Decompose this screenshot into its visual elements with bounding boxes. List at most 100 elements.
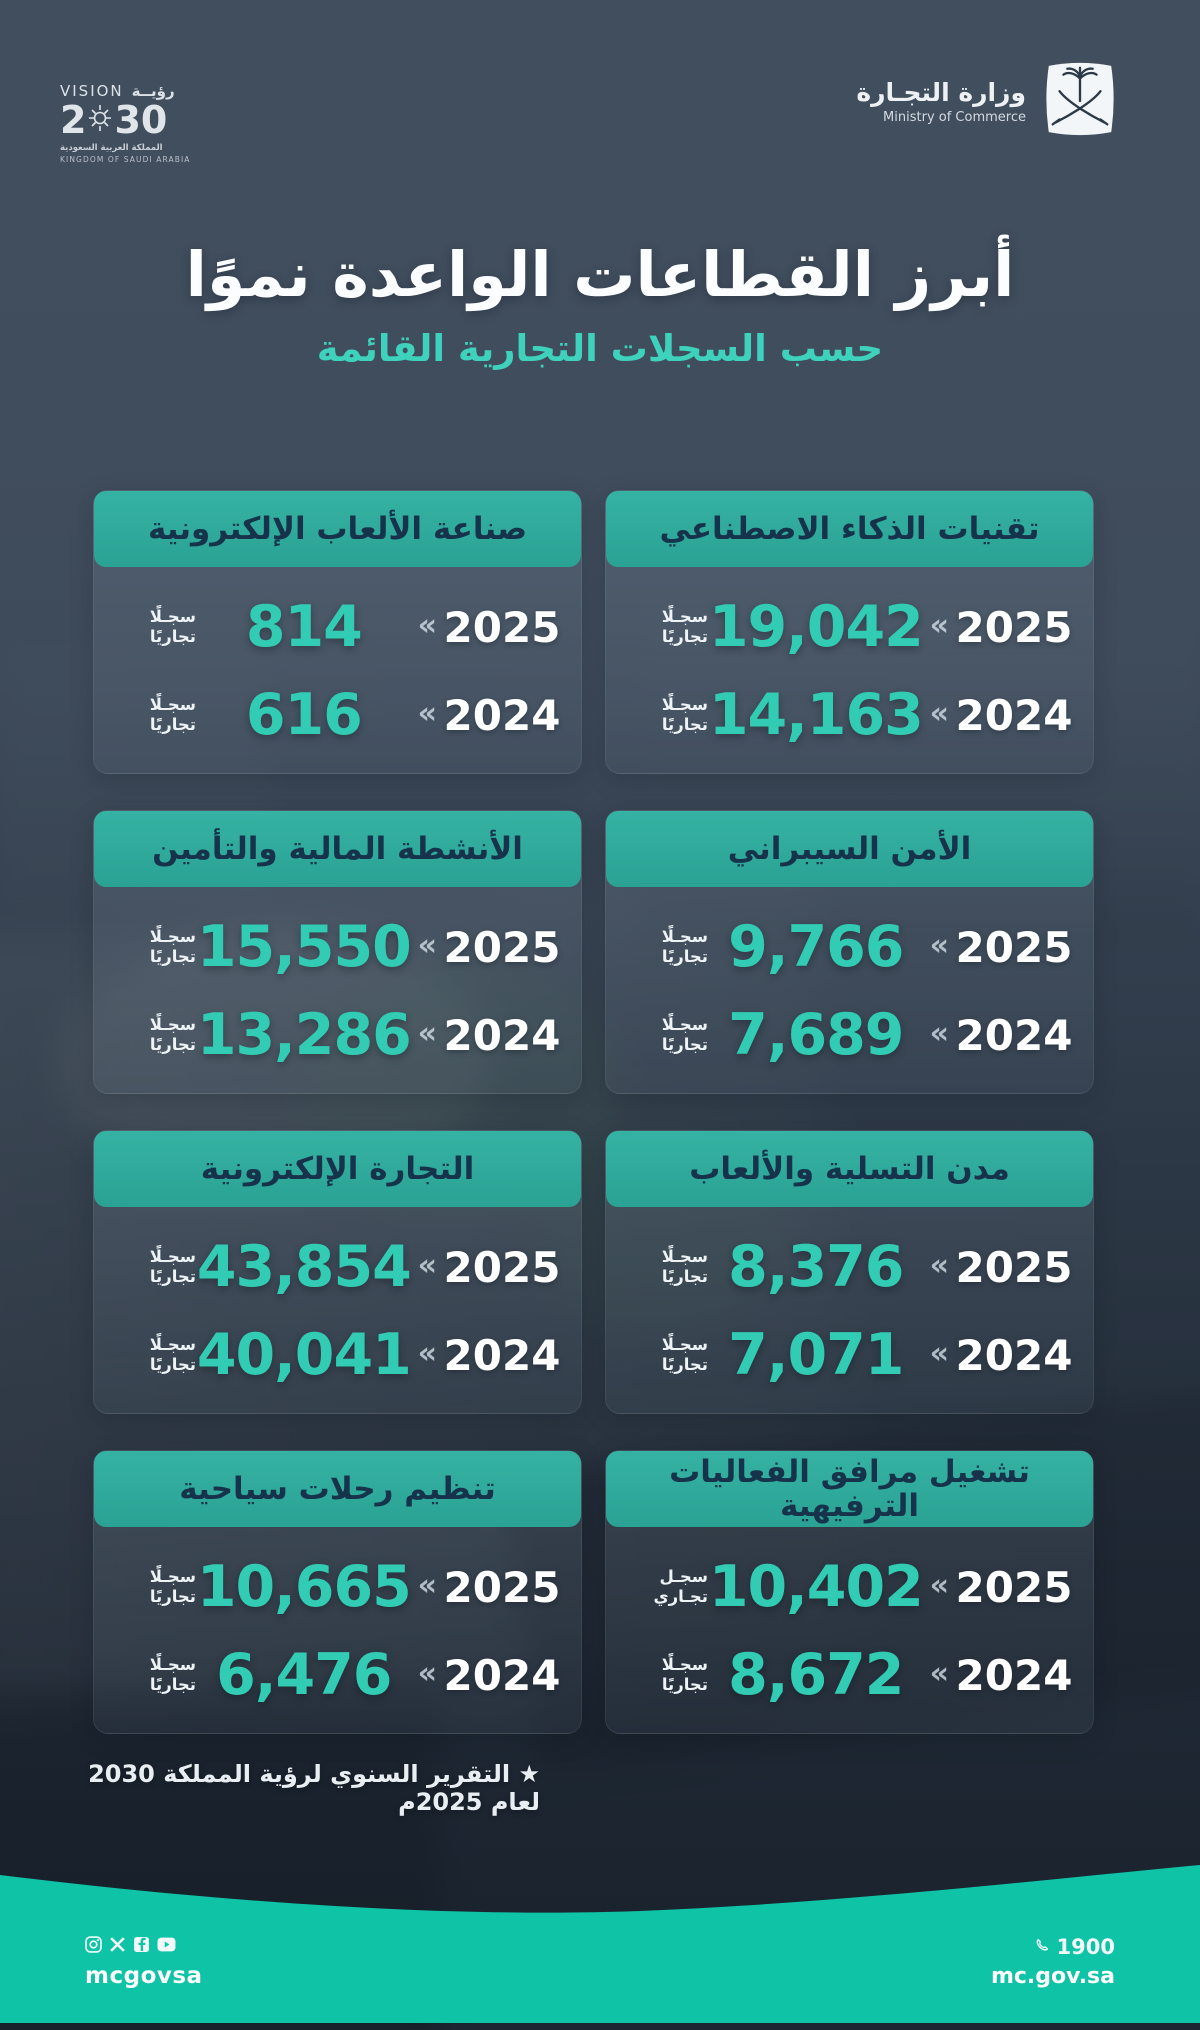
registrations-unit: سجـلًا تجاريًا <box>626 607 708 647</box>
chevrons-icon: « <box>417 1655 437 1691</box>
vision-kingdom-en: KINGDOM OF SAUDI ARABIA <box>60 155 191 164</box>
source-footnote: ★ التقرير السنوي لرؤية المملكة 2030 لعام… <box>88 1760 540 1816</box>
sector-card: تشغيل مرافق الفعاليات الترفيهية 2025 «10,… <box>605 1450 1094 1734</box>
registrations-value: 6,476 <box>216 1642 392 1708</box>
vision-2030-logo: VISION رؤيــة 2 30 المملكة العربية السعو… <box>60 82 210 164</box>
year-label: 2024 <box>955 1650 1073 1700</box>
unit-line-2: تجاريًا <box>661 1267 708 1286</box>
sector-card: التجارة الإلكترونية 2025 «43,854 سجـلًا تجا… <box>93 1130 582 1414</box>
unit-line-2: تجاريًا <box>149 1355 196 1374</box>
phone-icon <box>1034 1935 1050 1959</box>
unit-line-1: سجـلًا <box>149 1247 196 1267</box>
year-label: 2024 <box>955 1010 1073 1060</box>
chevrons-icon: « <box>929 1335 949 1371</box>
sector-title: الأمن السيبراني <box>727 830 972 867</box>
registrations-unit: سجـلًا تجاريًا <box>114 1015 196 1055</box>
sector-title: مدن التسلية والألعاب <box>689 1150 1010 1187</box>
chevrons-icon: « <box>417 1247 437 1283</box>
year-label: 2024 <box>443 1330 561 1380</box>
unit-line-2: تجاريًا <box>149 1267 196 1286</box>
unit-line-2: تجاريًا <box>661 627 708 646</box>
registrations-value: 15,550 <box>196 914 412 980</box>
year-label: 2025 <box>443 1562 561 1612</box>
sector-cards-grid: تقنيات الذكاء الاصطناعي 2025 «19,042 سجـلً… <box>93 490 1094 1734</box>
unit-line-1: سجـلًا <box>149 1567 196 1587</box>
sector-title: تقنيات الذكاء الاصطناعي <box>659 510 1040 547</box>
chevrons-icon: « <box>929 1655 949 1691</box>
unit-line-1: سجـلًا <box>661 1247 708 1267</box>
ministry-name-en: Ministry of Commerce <box>883 109 1026 125</box>
ministry-logo: وزارة التجـارة Ministry of Commerce <box>856 60 1122 142</box>
sector-title: تشغيل مرافق الفعاليات الترفيهية <box>669 1453 1030 1524</box>
sector-card-header: مدن التسلية والألعاب <box>606 1131 1093 1207</box>
year-stat-row: 2025 « 9,766 سجـلًا تجاريًا <box>626 903 1073 991</box>
unit-line-2: تجاريًا <box>149 627 196 646</box>
registrations-unit: سجـلًا تجاريًا <box>626 927 708 967</box>
registrations-value: 616 <box>245 682 363 748</box>
unit-line-2: تجاريًا <box>661 1355 708 1374</box>
registrations-unit: سجـلًا تجاريًا <box>626 1015 708 1055</box>
sector-card-body: 2025 «9,766 سجـلًا تجاريًا 2024 «7,689 سجـلًا ت… <box>606 887 1093 1079</box>
sector-title: الأنشطة المالية والتأمين <box>152 830 523 867</box>
registrations-value: 7,689 <box>728 1002 904 1068</box>
vision-year-prefix: 2 <box>60 98 87 142</box>
registrations-unit: سجـلًا تجاريًا <box>626 1335 708 1375</box>
year-label: 2025 <box>443 602 561 652</box>
social-handle: mcgovsa <box>85 1963 203 1989</box>
year-stat-row: 2024 « 616 سجـلًا تجاريًا <box>114 671 561 759</box>
registrations-unit: سجـلًا تجاريًا <box>114 695 196 735</box>
unit-line-2: تجاريًا <box>661 947 708 966</box>
unit-line-2: تجاريًا <box>149 1035 196 1054</box>
registrations-unit: سجـلًا تجاريًا <box>114 1335 196 1375</box>
registrations-unit: سجـلًا تجاريًا <box>114 927 196 967</box>
year-label: 2025 <box>443 1242 561 1292</box>
registrations-value: 8,672 <box>728 1642 904 1708</box>
vision-word-en: VISION <box>60 82 124 100</box>
year-stat-row: 2025 «19,042 سجـلًا تجاريًا <box>626 583 1073 671</box>
year-label: 2025 <box>955 602 1073 652</box>
unit-line-1: سجـلًا <box>661 1015 708 1035</box>
sector-card-body: 2025 «10,402 سجـل تجـاري 2024 «8,672 سجـلًا تجا… <box>606 1527 1093 1719</box>
chevrons-icon: « <box>417 1335 437 1371</box>
facebook-icon <box>133 1936 150 1957</box>
year-label: 2024 <box>443 1010 561 1060</box>
sector-card-header: التجارة الإلكترونية <box>94 1131 581 1207</box>
registrations-unit: سجـلًا تجاريًا <box>114 1655 196 1695</box>
chevrons-icon: « <box>929 695 949 731</box>
sector-card-body: 2025 «8,376 سجـلًا تجاريًا 2024 «7,071 سجـلًا ت… <box>606 1207 1093 1399</box>
unit-line-2: تجاريًا <box>661 1675 708 1694</box>
unit-line-1: سجـلًا <box>149 1655 196 1675</box>
sector-card-header: الأنشطة المالية والتأمين <box>94 811 581 887</box>
unit-line-2: تجاريًا <box>149 715 196 734</box>
phone-number: 1900 <box>1056 1935 1115 1959</box>
chevrons-icon: « <box>417 1015 437 1051</box>
sector-card-body: 2025 «814 سجـلًا تجاريًا 2024 «616 سجـلًا تجاري… <box>94 567 581 759</box>
year-label: 2025 <box>955 1242 1073 1292</box>
sector-card-header: تنظيم رحلات سياحية <box>94 1451 581 1527</box>
chevrons-icon: « <box>417 1567 437 1603</box>
sector-card: الأنشطة المالية والتأمين 2025 «15,550 سجـل… <box>93 810 582 1094</box>
sector-card-header: تقنيات الذكاء الاصطناعي <box>606 491 1093 567</box>
unit-line-1: سجـلًا <box>149 927 196 947</box>
sector-card: مدن التسلية والألعاب 2025 «8,376 سجـلًا تجا… <box>605 1130 1094 1414</box>
year-stat-row: 2024 « 7,689 سجـلًا تجاريًا <box>626 991 1073 1079</box>
registrations-value: 814 <box>245 594 363 660</box>
year-label: 2024 <box>443 690 561 740</box>
year-stat-row: 2025 « 8,376 سجـلًا تجاريًا <box>626 1223 1073 1311</box>
ministry-name-ar: وزارة التجـارة <box>856 77 1026 107</box>
saudi-emblem-icon <box>87 101 113 139</box>
sector-title: التجارة الإلكترونية <box>200 1150 475 1187</box>
registrations-value: 40,041 <box>196 1322 412 1388</box>
year-stat-row: 2025 «15,550 سجـلًا تجاريًا <box>114 903 561 991</box>
registrations-value: 13,286 <box>196 1002 412 1068</box>
chevrons-icon: « <box>929 1015 949 1051</box>
unit-line-1: سجـلًا <box>149 695 196 715</box>
unit-line-1: سجـلًا <box>149 1335 196 1355</box>
chevrons-icon: « <box>417 927 437 963</box>
registrations-value: 7,071 <box>728 1322 904 1388</box>
year-stat-row: 2025 «10,402 سجـل تجـاري <box>626 1543 1073 1631</box>
page-title: أبرز القطاعات الواعدة نموًا <box>185 237 1015 311</box>
sector-card-body: 2025 «15,550 سجـلًا تجاريًا 2024 «13,286 سجـلً… <box>94 887 581 1079</box>
chevrons-icon: « <box>929 607 949 643</box>
unit-line-2: تجاريًا <box>149 1587 196 1606</box>
